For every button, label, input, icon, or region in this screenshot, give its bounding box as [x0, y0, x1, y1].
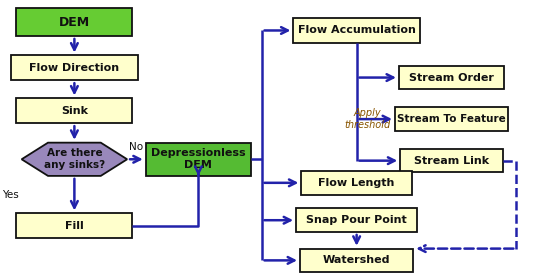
Text: Snap Pour Point: Snap Pour Point — [306, 215, 407, 225]
FancyBboxPatch shape — [399, 66, 504, 89]
Text: Fill: Fill — [65, 221, 84, 231]
Polygon shape — [21, 143, 127, 176]
FancyBboxPatch shape — [395, 107, 508, 131]
Text: DEM: DEM — [59, 16, 90, 29]
Text: Depressionless
DEM: Depressionless DEM — [151, 148, 245, 170]
Text: Flow Length: Flow Length — [318, 178, 395, 188]
Text: Are there
any sinks?: Are there any sinks? — [44, 148, 105, 170]
Text: Flow Accumulation: Flow Accumulation — [297, 25, 415, 35]
Text: No: No — [129, 142, 144, 152]
FancyBboxPatch shape — [400, 149, 503, 172]
FancyBboxPatch shape — [301, 171, 412, 194]
Text: Stream Order: Stream Order — [409, 73, 494, 83]
Text: Apply
threshold: Apply threshold — [344, 108, 390, 130]
FancyBboxPatch shape — [17, 8, 132, 36]
FancyBboxPatch shape — [296, 208, 418, 232]
FancyBboxPatch shape — [293, 18, 420, 43]
Text: Yes: Yes — [2, 189, 19, 200]
FancyBboxPatch shape — [17, 98, 132, 123]
Text: Stream To Feature: Stream To Feature — [397, 114, 506, 124]
Text: Sink: Sink — [61, 106, 88, 116]
Text: Flow Direction: Flow Direction — [29, 63, 120, 73]
FancyBboxPatch shape — [300, 249, 413, 272]
FancyBboxPatch shape — [146, 143, 251, 176]
FancyBboxPatch shape — [17, 213, 132, 238]
Text: Watershed: Watershed — [323, 255, 390, 265]
FancyBboxPatch shape — [11, 55, 138, 80]
Text: Stream Link: Stream Link — [414, 156, 489, 166]
